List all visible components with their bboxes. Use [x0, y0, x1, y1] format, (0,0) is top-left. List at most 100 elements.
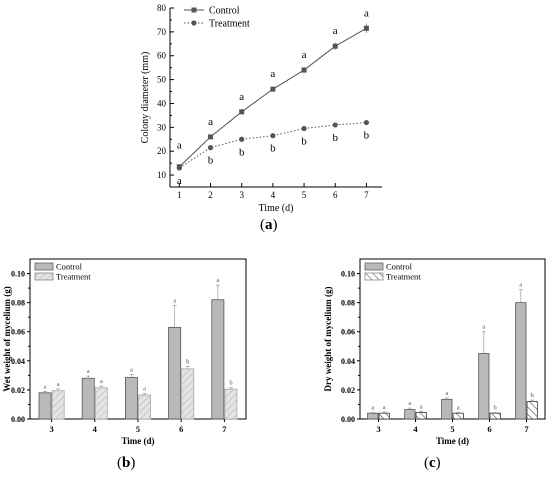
significance-label: a — [177, 175, 182, 187]
y-tick-label: 40 — [157, 98, 167, 108]
y-tick-label: 0.00 — [341, 415, 355, 424]
bar-treatment — [452, 412, 464, 420]
x-tick-label: 4 — [93, 424, 98, 434]
bar-control — [404, 409, 416, 420]
y-tick-label: 0.08 — [11, 299, 25, 308]
x-tick-label: 5 — [302, 190, 307, 200]
bar-control — [125, 377, 138, 420]
y-tick-label: 60 — [157, 51, 167, 61]
y-tick-label: 70 — [157, 27, 167, 37]
data-point — [301, 125, 307, 132]
significance-label: b — [531, 392, 534, 399]
significance-label: a — [57, 381, 60, 388]
significance-label: a — [371, 404, 374, 411]
bar-control — [478, 353, 490, 420]
significance-label: b — [364, 130, 370, 142]
legend-label: Treatment — [386, 272, 421, 282]
caption-b: (b) — [117, 455, 136, 471]
bar-control — [38, 392, 52, 420]
y-tick-label: 30 — [157, 122, 167, 132]
bar-treatment — [378, 412, 390, 420]
data-point — [239, 109, 245, 115]
y-tick-label: 0.06 — [11, 328, 25, 337]
significance-label: a — [87, 368, 90, 375]
bar-treatment — [415, 412, 427, 420]
caption-a: (a) — [260, 217, 278, 233]
y-tick-label: 0.02 — [341, 386, 355, 395]
significance-label: a — [44, 383, 47, 390]
series-treatment: a b b b b b b — [176, 119, 370, 187]
significance-label: a — [408, 400, 411, 407]
bar-control — [441, 398, 453, 420]
x-tick-label: 3 — [239, 190, 244, 200]
bar-control — [211, 299, 225, 420]
data-point — [363, 119, 370, 126]
significance-label: a — [100, 378, 103, 385]
y-tick-label: 0.04 — [341, 357, 355, 366]
legend-marker — [191, 7, 197, 13]
significance-label: b — [229, 380, 232, 387]
bar-control — [168, 326, 182, 420]
data-point — [270, 133, 276, 139]
y-tick-label: 0.00 — [11, 415, 25, 424]
y-tick-label: 0.04 — [11, 357, 25, 366]
y-axis-label: Colony diameter (mm) — [140, 52, 151, 144]
legend-swatch — [34, 272, 54, 281]
y-axis-label: Dry weight of mycelium (g) — [323, 287, 333, 392]
significance-label: a — [173, 298, 176, 305]
significance-label: b — [239, 146, 245, 158]
y-tick-label: 50 — [157, 75, 167, 85]
bar-treatment — [51, 390, 65, 420]
legend-label: Control — [209, 6, 240, 17]
x-tick-label: 7 — [524, 424, 529, 434]
y-tick-label: 0.10 — [341, 270, 355, 279]
x-tick-label: 2 — [208, 190, 213, 200]
significance-label: a — [270, 68, 275, 80]
legend-label: Treatment — [56, 272, 91, 282]
y-tick-label: 20 — [157, 146, 167, 156]
legend-swatch — [364, 262, 384, 271]
bar-treatment — [526, 401, 538, 420]
data-point — [301, 67, 307, 73]
x-tick-label: 7 — [222, 424, 227, 434]
significance-label: a — [143, 386, 146, 393]
y-tick-label: 80 — [157, 3, 167, 13]
x-tick-label: 4 — [413, 424, 418, 434]
significance-label: a — [482, 324, 485, 331]
bar-control — [81, 377, 95, 420]
x-axis-label: Time (d) — [121, 436, 154, 446]
significance-label: b — [301, 136, 307, 148]
significance-label: a — [333, 25, 338, 37]
y-tick-label: 0.02 — [11, 386, 25, 395]
significance-label: a — [519, 282, 522, 289]
dry-weight-chart: 0.00 0.02 0.04 0.06 0.08 0.10 3 a a 4 a a 5 a a 6 a b 7 a b T… — [323, 258, 546, 446]
data-point — [207, 145, 214, 151]
significance-label: b — [186, 359, 189, 366]
y-tick-label: 0.06 — [341, 328, 355, 337]
x-axis-label: Time (d) — [259, 203, 294, 214]
x-tick-label: 6 — [333, 190, 338, 200]
y-tick-label: 0.10 — [11, 270, 25, 279]
data-point — [176, 165, 182, 171]
significance-label: a — [208, 116, 213, 128]
significance-label: b — [270, 143, 276, 155]
significance-label: a — [302, 49, 307, 61]
bar-treatment — [181, 368, 195, 420]
x-tick-label: 4 — [271, 190, 276, 200]
x-tick-label: 5 — [136, 424, 140, 434]
wet-weight-chart: 0.00 0.02 0.04 0.06 0.08 0.10 3 a a 4 a a 5 a a 6 a b 7 a b T… — [2, 258, 247, 446]
y-tick-label: 0.08 — [341, 299, 355, 308]
legend-marker — [191, 20, 197, 26]
significance-label: b — [494, 404, 497, 411]
significance-label: a — [177, 140, 182, 152]
significance-label: a — [457, 404, 460, 411]
data-point — [208, 134, 214, 140]
data-point — [363, 25, 369, 31]
x-tick-label: 1 — [177, 190, 182, 200]
y-axis-label: Wet weight of mycelium (g) — [2, 286, 12, 391]
caption-c: (c) — [424, 455, 441, 471]
